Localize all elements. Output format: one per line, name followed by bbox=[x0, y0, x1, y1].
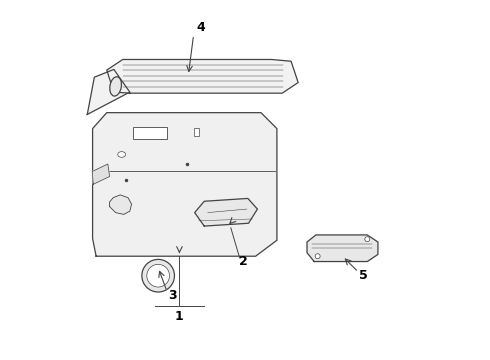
Ellipse shape bbox=[142, 260, 174, 292]
Polygon shape bbox=[195, 198, 257, 226]
Polygon shape bbox=[87, 69, 130, 114]
Text: 3: 3 bbox=[168, 289, 177, 302]
Polygon shape bbox=[107, 59, 298, 93]
Text: 2: 2 bbox=[239, 255, 247, 268]
Polygon shape bbox=[93, 113, 277, 256]
Ellipse shape bbox=[147, 264, 170, 287]
Ellipse shape bbox=[315, 254, 320, 259]
Ellipse shape bbox=[365, 237, 370, 242]
Polygon shape bbox=[110, 195, 132, 215]
Ellipse shape bbox=[118, 152, 125, 157]
Text: 4: 4 bbox=[196, 21, 205, 34]
Bar bbox=[194, 128, 198, 136]
Text: 1: 1 bbox=[175, 310, 184, 323]
Polygon shape bbox=[307, 235, 378, 261]
Polygon shape bbox=[92, 164, 110, 184]
Ellipse shape bbox=[110, 77, 122, 96]
Bar bbox=[133, 127, 167, 139]
Text: 5: 5 bbox=[359, 269, 368, 282]
